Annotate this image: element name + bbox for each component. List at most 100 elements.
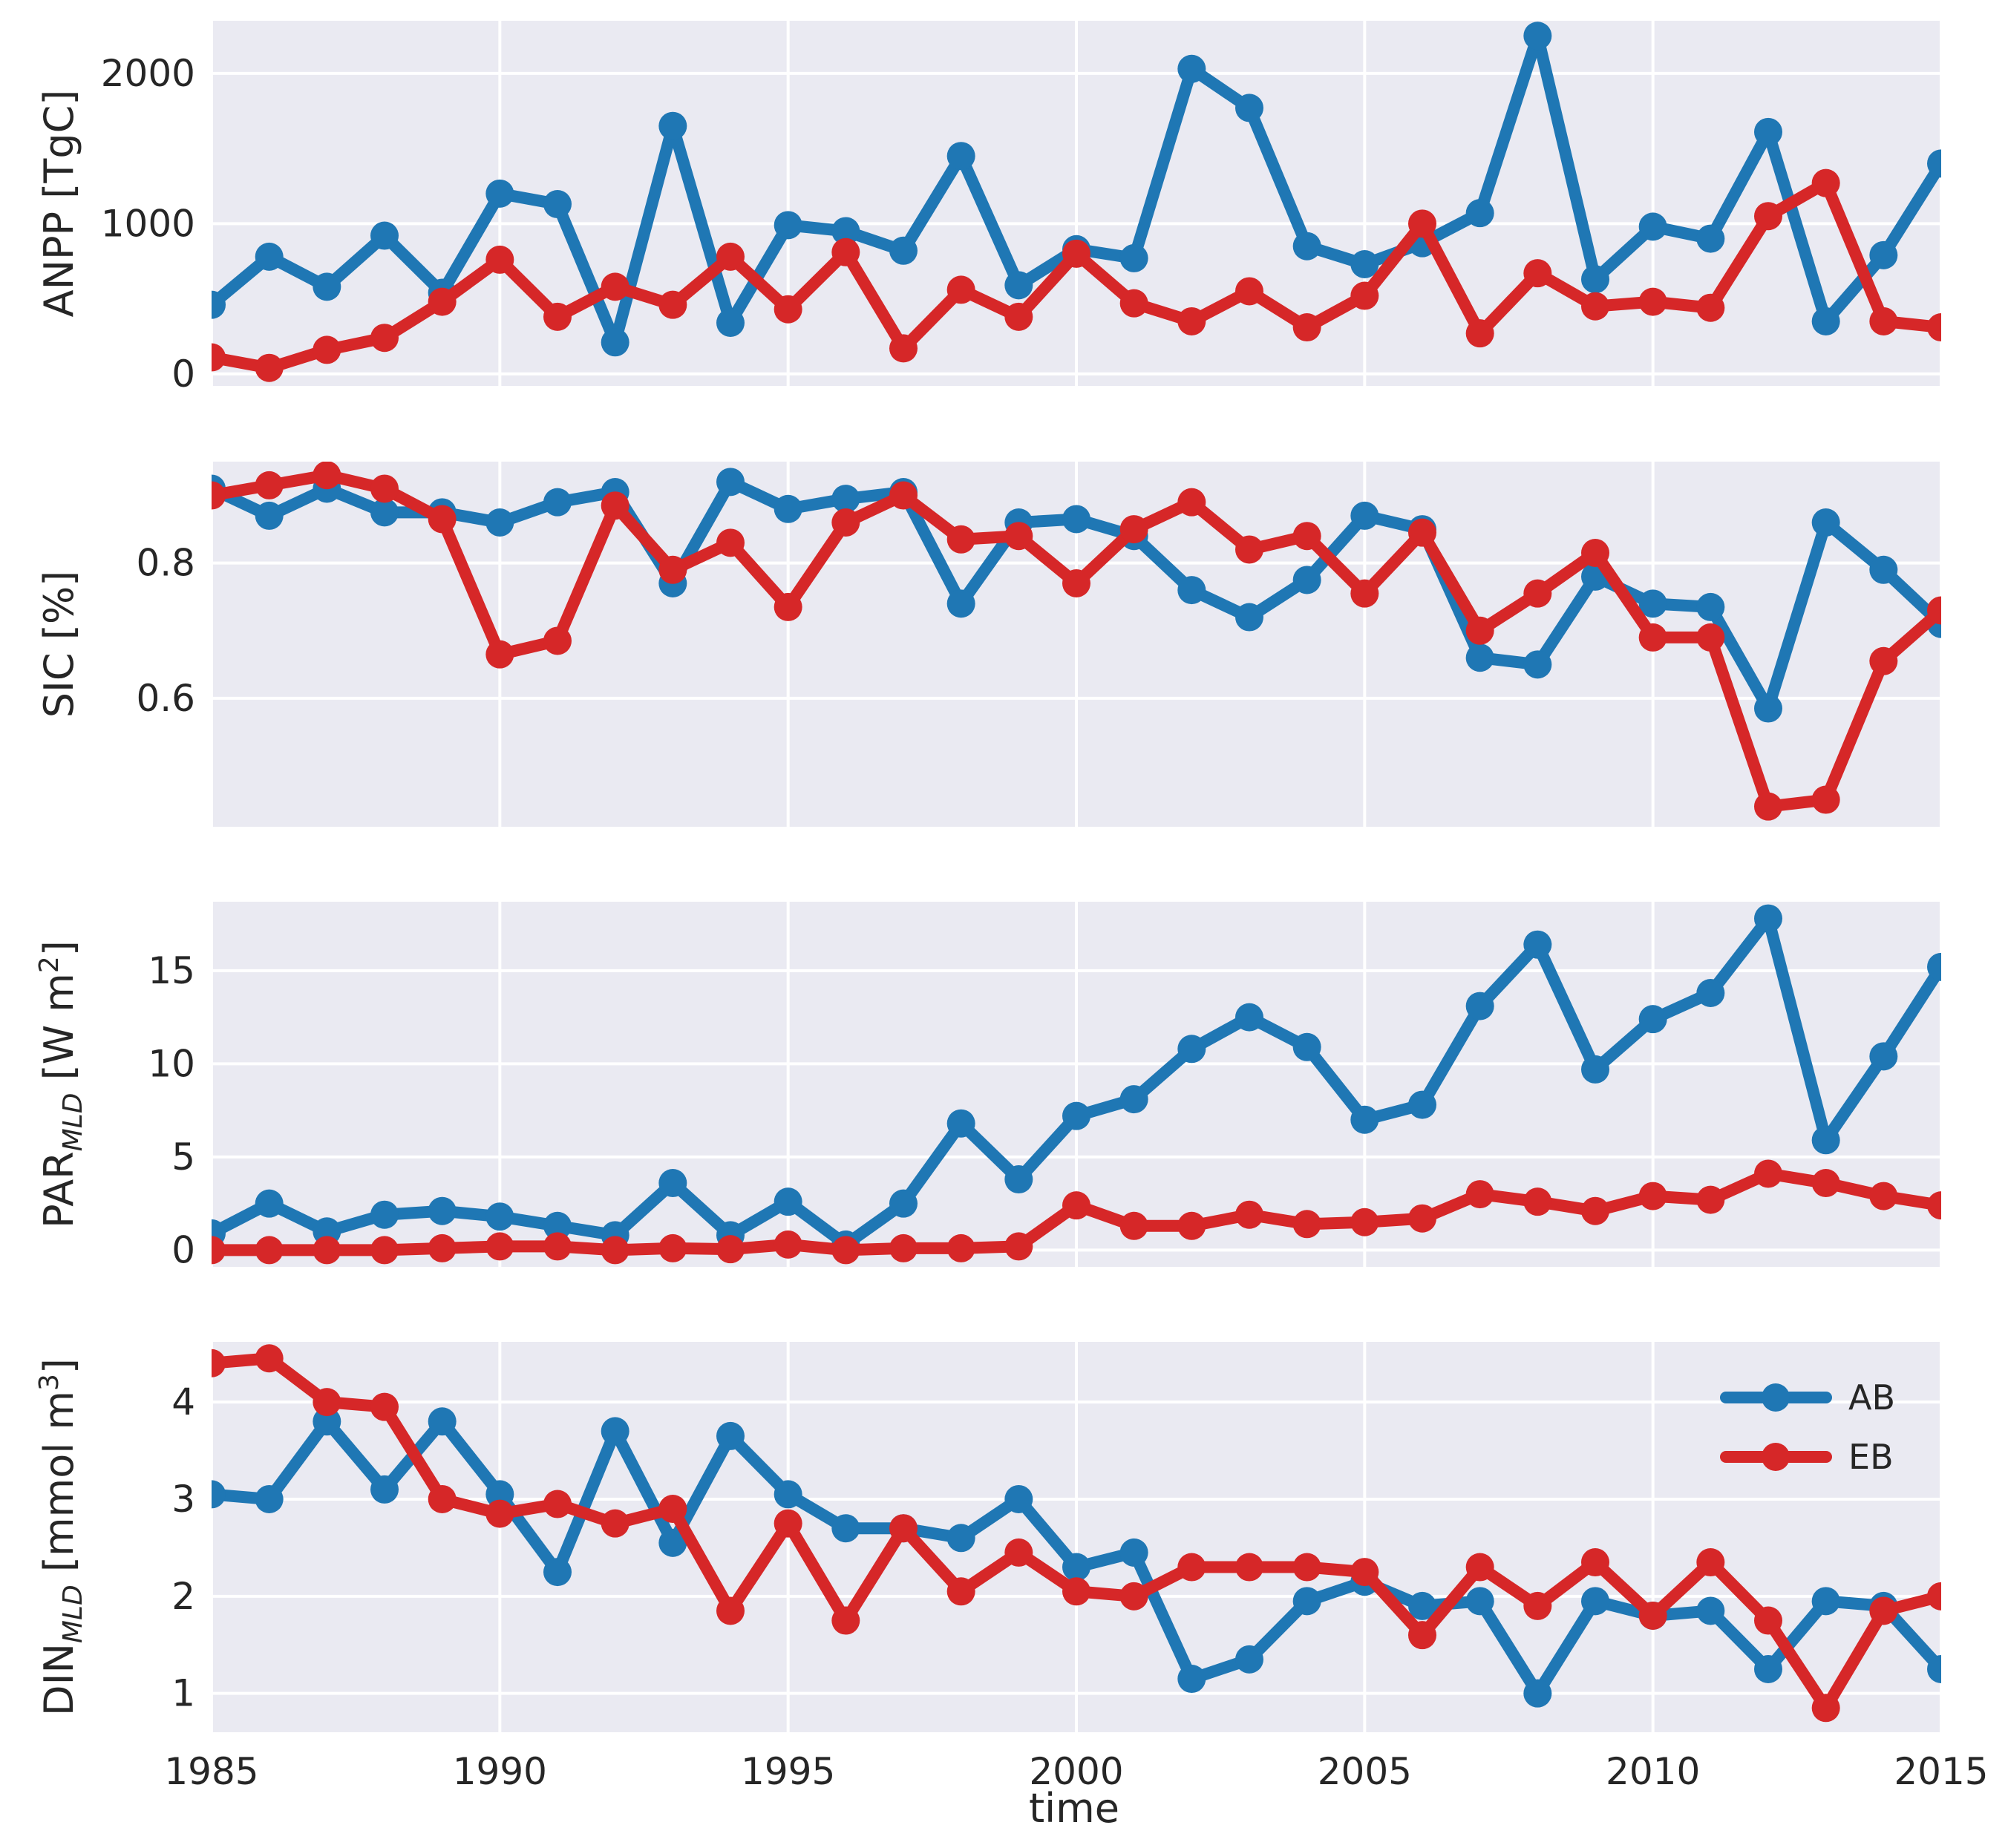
data-point-eb [831,1236,860,1265]
data-point-ab [1292,1032,1321,1061]
data-point-ab [1638,589,1667,618]
data-point-ab [485,1202,514,1231]
data-point-eb [1927,596,1941,625]
data-point-eb [716,1596,745,1625]
data-point-ab [212,290,226,319]
data-point-ab [313,272,341,301]
data-point-ab [485,1480,514,1509]
data-point-eb [1754,202,1782,231]
data-point-eb [889,481,918,510]
data-point-ab [1235,603,1263,632]
data-point-ab [1292,232,1321,261]
data-point-ab [1754,694,1782,723]
data-point-eb [1235,535,1263,564]
data-point-ab [1408,1090,1436,1119]
series-group [212,1344,1941,1723]
y-tick-label: 2 [171,1575,195,1618]
series-group [212,22,1941,382]
legend: AB EB [1720,1377,1895,1477]
data-point-ab [255,1189,284,1218]
data-point-ab [1062,1101,1090,1130]
x-tick-label: 1995 [741,1750,835,1793]
data-point-eb [370,474,399,503]
data-point-eb [946,525,975,554]
data-point-eb [1119,1211,1148,1240]
data-point-eb [716,242,745,271]
data-point-ab [1523,1679,1552,1708]
legend-label-eb: EB [1848,1437,1894,1477]
data-point-ab [313,1407,341,1436]
data-point-eb [428,287,457,316]
data-point-ab [1350,501,1379,530]
data-point-ab [543,488,572,517]
data-point-ab [1523,22,1552,50]
data-point-ab [716,1421,745,1450]
data-point-eb [601,272,629,301]
data-point-ab [1119,1538,1148,1567]
data-point-ab [946,589,975,618]
data-point-eb [1696,623,1725,652]
data-point-ab [774,211,802,240]
data-point-eb [1119,515,1148,544]
data-point-eb [1004,1538,1033,1567]
data-point-ab [1696,979,1725,1007]
data-point-eb [370,324,399,353]
data-point-eb [1754,1606,1782,1635]
data-point-eb [1581,1196,1609,1225]
data-point-eb [601,1509,629,1538]
data-point-ab [1350,250,1379,278]
data-point-ab [485,508,514,537]
data-point-ab [1581,1587,1609,1616]
y-tick-label: 10 [148,1042,195,1085]
data-point-eb [212,1236,226,1265]
x-tick-label: 2010 [1606,1750,1700,1793]
data-point-eb [658,555,687,584]
data-point-ab [1062,1553,1090,1582]
data-point-ab [831,485,860,514]
data-point-eb [774,295,802,324]
data-point-eb [1869,1182,1898,1210]
data-point-eb [1465,319,1494,348]
data-point-ab [212,1480,226,1509]
x-axis-label: time [1029,1785,1119,1832]
data-point-ab [1638,1005,1667,1034]
data-point-eb [601,491,629,520]
data-point-ab [1235,1003,1263,1032]
data-point-eb [543,302,572,331]
data-point-ab [889,1189,918,1218]
x-tick-label: 2000 [1029,1750,1123,1793]
data-point-eb [716,1235,745,1264]
data-point-ab [1177,1035,1206,1064]
data-point-eb [1581,1548,1609,1577]
y-axis-label: SIC [%] [36,571,82,718]
data-point-ab [1292,566,1321,594]
data-point-eb [1638,287,1667,316]
data-point-eb [1696,1548,1725,1577]
data-point-ab [1177,54,1206,83]
data-point-ab [1754,117,1782,146]
data-point-eb [1004,1232,1033,1261]
data-point-ab [1811,508,1840,537]
data-point-eb [428,1233,457,1262]
data-point-eb [212,1349,226,1377]
data-point-ab [946,1109,975,1138]
data-point-eb [313,335,341,364]
y-tick-label: 0.6 [136,677,195,720]
data-point-eb [946,275,975,304]
data-point-ab [428,1407,457,1436]
data-point-eb [1119,1582,1148,1611]
data-point-ab [543,1211,572,1240]
data-point-ab [1754,1654,1782,1683]
data-point-ab [946,142,975,171]
data-point-ab [1119,1085,1148,1114]
data-point-eb [485,1232,514,1261]
data-point-eb [774,1230,802,1259]
data-point-ab [831,1514,860,1543]
y-tick-label: 0 [171,353,195,396]
data-point-eb [212,343,226,372]
data-point-ab [543,190,572,219]
x-tick-label: 1990 [453,1750,547,1793]
data-point-ab [1177,1665,1206,1694]
y-tick-label: 4 [171,1380,195,1423]
data-point-eb [1177,1553,1206,1582]
